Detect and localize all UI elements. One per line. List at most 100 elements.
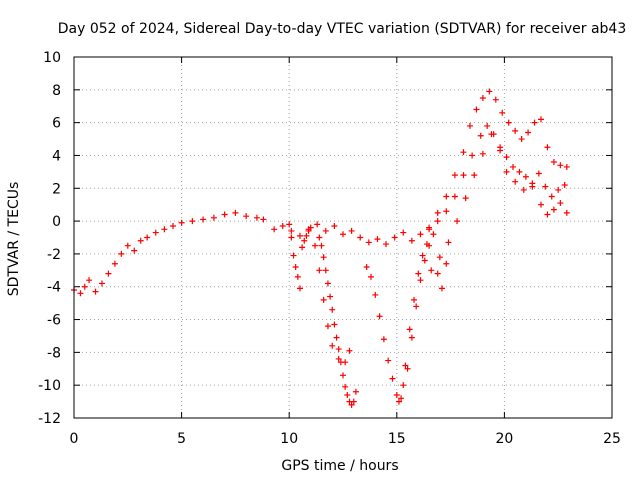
y-axis-label: SDTVAR / TECUs	[6, 182, 22, 297]
data-point	[505, 119, 512, 126]
x-tick-label: 10	[280, 431, 298, 447]
data-point	[417, 277, 424, 284]
series-lower-branch	[436, 131, 570, 261]
data-point	[303, 232, 310, 239]
data-point	[512, 127, 519, 134]
grid	[74, 57, 612, 418]
data-point	[516, 168, 523, 175]
data-point	[324, 280, 331, 287]
data-point	[550, 159, 557, 166]
data-point	[398, 395, 405, 402]
data-point	[557, 162, 564, 169]
data-point	[314, 221, 321, 228]
y-tick-label: 4	[52, 148, 61, 164]
data-point	[124, 242, 131, 249]
data-point	[400, 229, 407, 236]
data-point	[344, 392, 351, 399]
plot-frame	[73, 56, 613, 419]
data-point	[421, 257, 428, 264]
data-point	[426, 226, 433, 233]
data-point	[324, 323, 331, 330]
data-point	[404, 365, 411, 372]
data-point	[492, 96, 499, 103]
data-point	[430, 231, 437, 238]
data-point	[417, 231, 424, 238]
data-point	[454, 218, 461, 225]
data-point	[393, 392, 400, 399]
data-point	[331, 321, 338, 328]
data-point	[561, 181, 568, 188]
data-point	[411, 296, 418, 303]
x-tick-label: 25	[603, 431, 621, 447]
data-point	[445, 239, 452, 246]
data-point	[473, 106, 480, 113]
data-point	[210, 214, 217, 221]
data-point	[365, 239, 372, 246]
data-point	[434, 209, 441, 216]
data-point	[434, 270, 441, 277]
data-point	[460, 172, 467, 179]
data-point	[488, 131, 495, 138]
data-point	[260, 216, 267, 223]
data-point	[408, 334, 415, 341]
data-point	[443, 208, 450, 215]
data-point	[161, 226, 168, 233]
data-point	[316, 267, 323, 274]
data-point	[279, 223, 286, 230]
data-point	[299, 244, 306, 251]
data-point	[329, 306, 336, 313]
data-point	[529, 183, 536, 190]
data-point	[253, 214, 260, 221]
data-point	[346, 347, 353, 354]
data-point	[137, 237, 144, 244]
series-dip-11h	[316, 234, 359, 408]
data-point	[288, 234, 295, 241]
data-point	[322, 267, 329, 274]
data-point	[169, 223, 176, 230]
series-dip-10h	[286, 221, 353, 366]
data-point	[105, 270, 112, 277]
data-point	[537, 116, 544, 123]
data-point	[92, 288, 99, 295]
data-point	[415, 270, 422, 277]
data-point	[290, 252, 297, 259]
data-point	[402, 362, 409, 369]
data-point	[340, 372, 346, 379]
y-tick-label: 6	[52, 116, 61, 132]
data-point	[477, 132, 484, 139]
data-point	[329, 342, 336, 349]
y-tick-label: -12	[38, 411, 61, 427]
data-point	[542, 183, 549, 190]
series-upper-branch	[426, 88, 570, 233]
data-point	[563, 163, 570, 170]
data-point	[81, 283, 88, 290]
data-point	[331, 223, 338, 230]
data-point	[118, 250, 125, 257]
data-point	[525, 129, 532, 136]
data-point	[200, 216, 207, 223]
data-point	[451, 193, 458, 200]
data-point	[389, 375, 396, 382]
y-tick-label: 8	[52, 83, 61, 99]
x-axis-label: GPS time / hours	[281, 458, 398, 474]
data-point	[312, 242, 319, 249]
data-point	[438, 285, 445, 292]
data-point	[426, 242, 433, 249]
data-point	[443, 260, 450, 267]
data-point	[544, 211, 551, 218]
data-point	[503, 168, 510, 175]
data-point	[413, 303, 420, 310]
data-point	[499, 109, 506, 116]
data-point	[337, 359, 344, 366]
data-point	[320, 254, 327, 261]
series-dip-15h	[404, 231, 450, 372]
data-point	[296, 285, 303, 292]
data-point	[367, 273, 374, 280]
data-point	[518, 136, 525, 143]
data-point	[471, 172, 478, 179]
data-point	[479, 95, 486, 102]
data-point	[512, 178, 519, 185]
y-tick-label: 2	[52, 181, 61, 197]
